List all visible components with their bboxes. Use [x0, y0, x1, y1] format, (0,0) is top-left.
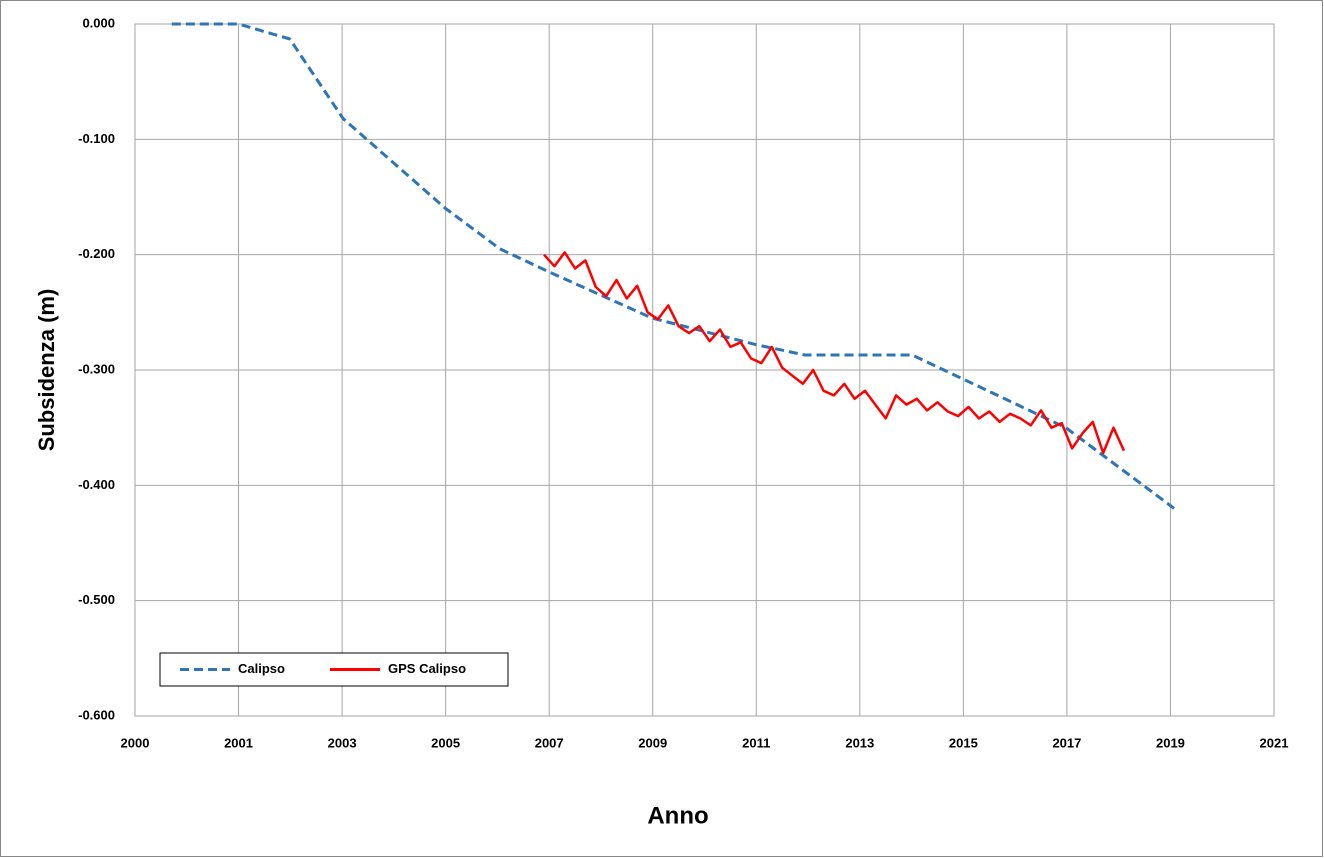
x-tick-label: 2011 [742, 735, 770, 750]
data-line [543, 251, 1126, 455]
legend-label: GPS Calipso [388, 661, 466, 676]
x-tick-label: 2021 [1260, 735, 1289, 750]
y-tick-label: -0.600 [78, 707, 115, 722]
y-tick-label: -0.200 [78, 246, 115, 261]
y-tick-label: -0.300 [78, 361, 115, 376]
y-tick-label: -0.400 [78, 477, 115, 492]
x-tick-label: 2007 [535, 735, 564, 750]
y-tick-label: 0.000 [82, 15, 115, 30]
x-tick-label: 2013 [845, 735, 874, 750]
y-tick-label: -0.500 [78, 592, 115, 607]
x-axis-title: Anno [647, 802, 708, 829]
x-tick-label: 2005 [431, 735, 460, 750]
x-tick-label: 2003 [328, 735, 357, 750]
x-tick-label: 2019 [1156, 735, 1185, 750]
x-tick-label: 2009 [638, 735, 667, 750]
y-tick-label: -0.100 [78, 131, 115, 146]
y-axis-title: Subsidenza (m) [34, 289, 59, 452]
legend-label: Calipso [238, 661, 285, 676]
x-tick-label: 2017 [1052, 735, 1081, 750]
x-tick-label: 2000 [121, 735, 150, 750]
x-tick-label: 2015 [949, 735, 978, 750]
data-line [171, 22, 1175, 510]
x-tick-label: 2001 [224, 735, 253, 750]
